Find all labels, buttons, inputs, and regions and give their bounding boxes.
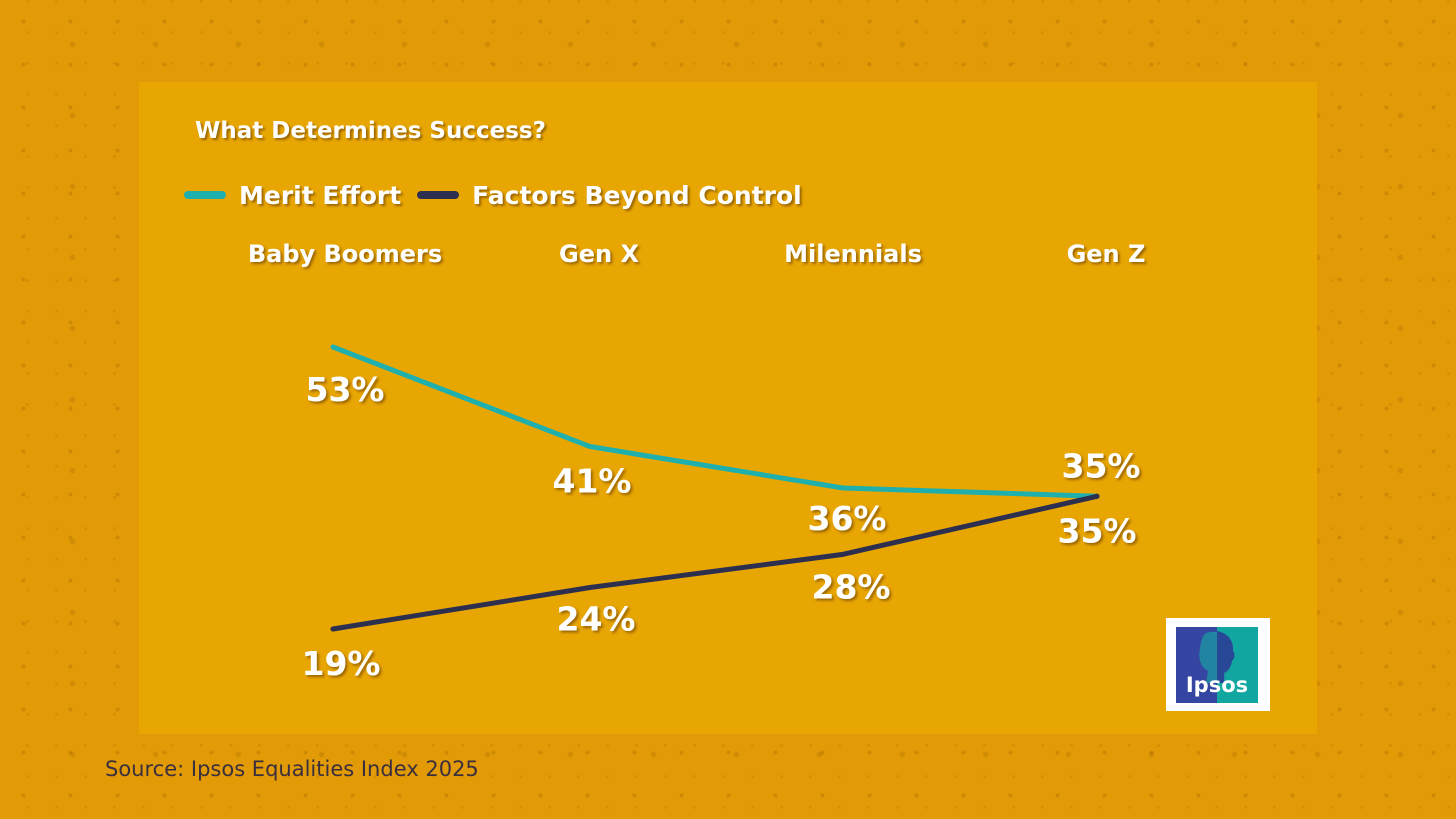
data-point xyxy=(330,344,336,350)
legend-swatch-factors-beyond-control xyxy=(417,191,460,199)
data-label: 35% xyxy=(1062,446,1141,485)
data-label: 36% xyxy=(808,499,887,538)
chart-panel xyxy=(139,82,1317,734)
chart-title: What Determines Success? xyxy=(195,118,546,144)
data-label: 28% xyxy=(812,567,891,606)
ipsos-logo-text: Ipsos xyxy=(1185,673,1249,697)
category-label: Gen X xyxy=(559,240,639,268)
category-label: Baby Boomers xyxy=(248,240,442,268)
series-line-merit-effort xyxy=(330,344,1100,499)
legend-item-factors-beyond-control: Factors Beyond Control xyxy=(417,181,802,210)
data-point xyxy=(840,485,846,491)
source-note: Source: Ipsos Equalities Index 2025 xyxy=(105,757,479,781)
data-label: 53% xyxy=(306,370,385,409)
legend-label-merit-effort: Merit Effort xyxy=(239,180,402,210)
data-point xyxy=(587,444,593,450)
ipsos-logo: Ipsos xyxy=(1166,618,1270,711)
data-point xyxy=(1094,493,1100,499)
legend-label-factors-beyond-control: Factors Beyond Control xyxy=(472,180,802,210)
ipsos-head-silhouette-icon xyxy=(1199,631,1235,683)
data-label: 35% xyxy=(1058,511,1137,550)
series-line-factors-beyond-control xyxy=(330,493,1100,632)
data-point xyxy=(840,551,846,557)
legend-item-merit-effort: Merit Effort xyxy=(184,181,401,210)
data-label: 24% xyxy=(557,600,636,639)
data-label: 19% xyxy=(302,644,381,683)
data-point xyxy=(330,626,336,632)
legend-swatch-merit-effort xyxy=(184,191,226,199)
ipsos-logo-icon: Ipsos xyxy=(1176,627,1258,703)
category-label: Gen Z xyxy=(1067,240,1146,268)
data-point xyxy=(587,585,593,591)
chart-legend: Merit Effort Factors Beyond Control xyxy=(184,178,818,212)
data-label: 41% xyxy=(553,462,632,501)
category-label: Milennials xyxy=(784,240,922,268)
